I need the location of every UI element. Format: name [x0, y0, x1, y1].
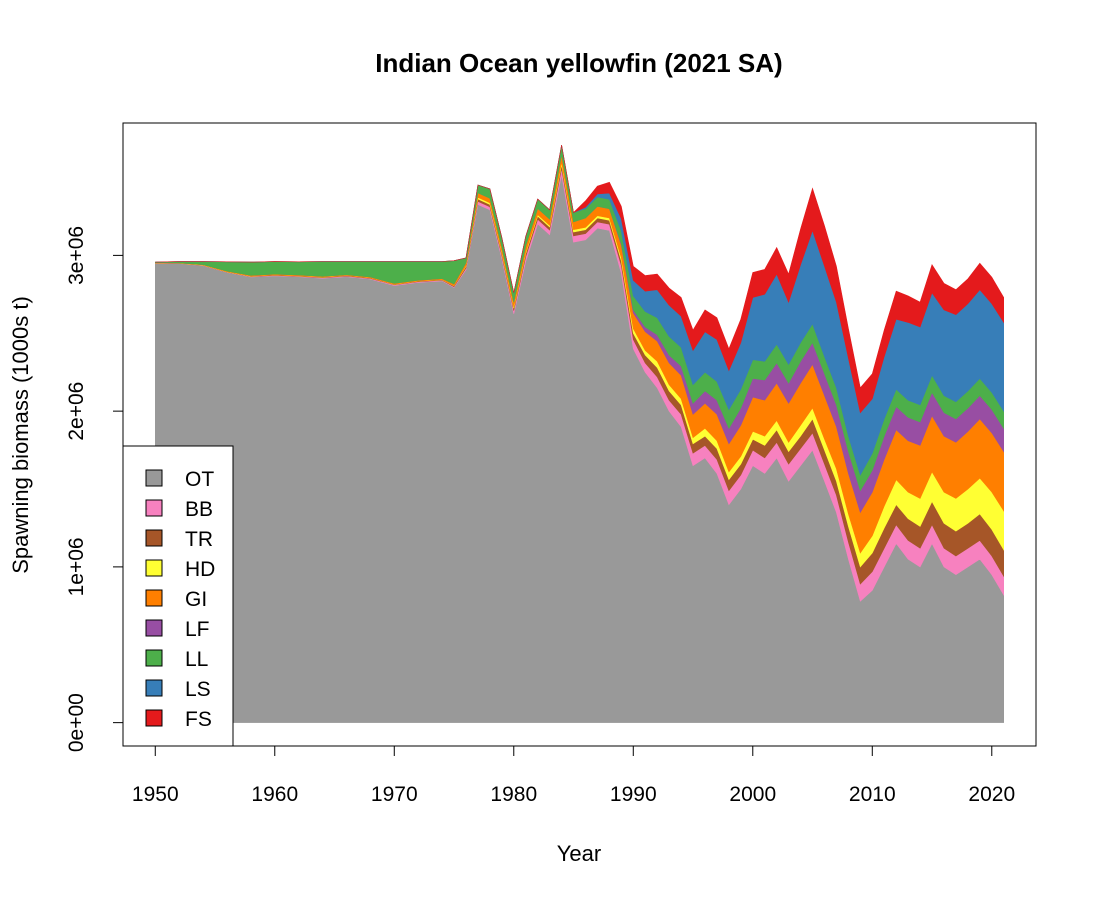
- stacked-areas: [155, 145, 1004, 723]
- y-tick-label: 1e+06: [65, 537, 88, 596]
- legend-swatch: [145, 559, 163, 577]
- legend-item-ls: LS: [145, 678, 211, 701]
- legend-item-bb: BB: [145, 498, 213, 521]
- legend-box: [122, 445, 234, 747]
- y-tick-label: 2e+06: [65, 382, 88, 441]
- x-tick-label: 1970: [371, 783, 418, 806]
- x-tick-label: 2020: [968, 783, 1015, 806]
- x-tick-label: 1990: [610, 783, 657, 806]
- legend-swatch: [145, 469, 163, 487]
- x-tick-label: 2010: [849, 783, 896, 806]
- legend-label: TR: [185, 528, 213, 551]
- legend-swatch: [145, 589, 163, 607]
- legend-label: LL: [185, 648, 208, 671]
- legend-swatch: [145, 679, 163, 697]
- legend-item-ot: OT: [145, 468, 214, 491]
- legend-label: LF: [185, 618, 210, 641]
- legend-swatch: [145, 619, 163, 637]
- legend: OT BB TR HD GI LF LL LS FS: [122, 445, 234, 747]
- legend-label: OT: [185, 468, 214, 491]
- legend-swatch: [145, 529, 163, 547]
- legend-item-ll: LL: [145, 648, 208, 671]
- x-tick-label: 1960: [251, 783, 298, 806]
- x-tick-label: 1950: [132, 783, 179, 806]
- y-tick-label: 3e+06: [65, 226, 88, 285]
- x-tick-label: 2000: [729, 783, 776, 806]
- y-axis: 0e+00 1e+06 2e+06 3e+06: [65, 226, 124, 752]
- legend-label: FS: [185, 708, 212, 731]
- area-fs: [155, 145, 1004, 414]
- legend-label: HD: [185, 558, 215, 581]
- legend-item-gi: GI: [145, 588, 207, 611]
- legend-item-tr: TR: [145, 528, 213, 551]
- legend-swatch: [145, 649, 163, 667]
- legend-item-hd: HD: [145, 558, 215, 581]
- legend-label: LS: [185, 678, 211, 701]
- x-axis-label: Year: [557, 841, 601, 866]
- y-axis-label: Spawning biomass (1000s t): [8, 296, 33, 574]
- legend-swatch: [145, 709, 163, 727]
- x-axis: 1950 1960 1970 1980 1990 2000 2010 2020: [132, 745, 1015, 806]
- x-tick-label: 1980: [490, 783, 537, 806]
- legend-item-lf: LF: [145, 618, 210, 641]
- legend-label: BB: [185, 498, 213, 521]
- legend-swatch: [145, 499, 163, 517]
- legend-item-fs: FS: [145, 708, 212, 731]
- chart-title: Indian Ocean yellowfin (2021 SA): [375, 48, 782, 78]
- y-tick-label: 0e+00: [65, 693, 88, 752]
- legend-label: GI: [185, 588, 207, 611]
